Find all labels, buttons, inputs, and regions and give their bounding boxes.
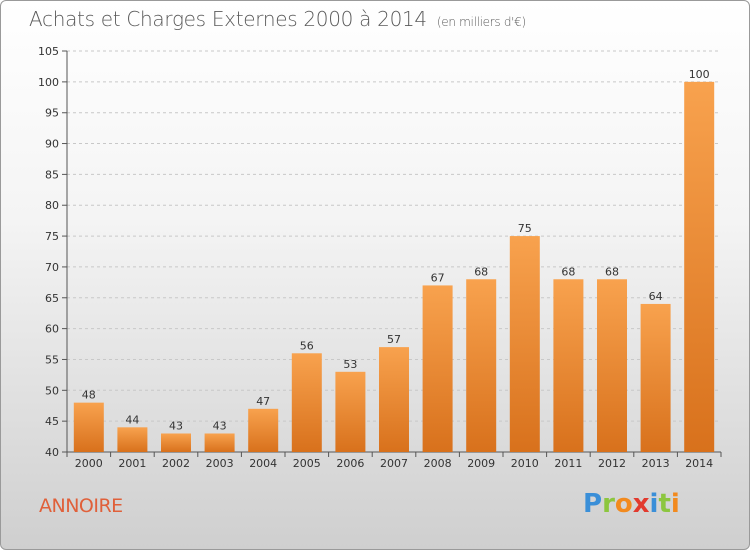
chart-subtitle: (en milliers d'€): [436, 15, 526, 29]
logo-letter: r: [602, 489, 615, 519]
y-tick-label: 85: [45, 168, 59, 181]
logo-letter: t: [658, 489, 671, 519]
data-label-2008: 67: [431, 271, 445, 284]
x-tick-label-2005: 2005: [293, 457, 321, 470]
data-label-2004: 47: [256, 395, 270, 408]
y-tick-label: 95: [45, 107, 59, 120]
data-label-2006: 53: [343, 358, 357, 371]
x-tick-label-2010: 2010: [511, 457, 539, 470]
data-label-2002: 43: [169, 419, 183, 432]
x-tick-label-2012: 2012: [598, 457, 626, 470]
y-tick-label: 75: [45, 230, 59, 243]
x-tick-label-2008: 2008: [424, 457, 452, 470]
data-label-2000: 48: [82, 389, 96, 402]
y-tick-label: 105: [38, 45, 59, 58]
x-tick-label-2009: 2009: [467, 457, 495, 470]
bar-2006: [335, 371, 366, 452]
data-label-2001: 44: [125, 413, 139, 426]
x-tick-label-2001: 2001: [118, 457, 146, 470]
commune-name: ANNOIRE: [39, 495, 123, 517]
y-tick-label: 45: [45, 415, 59, 428]
bar-2009: [466, 279, 497, 452]
y-tick-label: 50: [45, 384, 59, 397]
chart-title: Achats et Charges Externes 2000 à 2014: [29, 7, 427, 31]
y-tick-label: 60: [45, 323, 59, 336]
y-tick-label: 65: [45, 292, 59, 305]
logo-letter: o: [614, 489, 633, 519]
bar-2014: [684, 81, 715, 452]
data-label-2013: 64: [649, 290, 663, 303]
bar-2010: [509, 236, 540, 452]
bar-2008: [422, 285, 453, 452]
bar-2002: [161, 433, 191, 452]
bars: 48 44 43 43 47 56 53 57 67 68 75 68 68 64 100: [73, 68, 715, 452]
data-label-2010: 75: [518, 222, 532, 235]
logo-letter: P: [583, 489, 603, 519]
y-axis: 40 45 50 55 60 65 70 75 80 85 90 95 100 105: [38, 45, 721, 459]
bar-2003: [204, 433, 235, 452]
logo-letter: i: [649, 489, 659, 519]
y-tick-label: 90: [45, 138, 59, 151]
logo-letter: i: [670, 489, 680, 519]
y-tick-label: 40: [45, 446, 59, 459]
x-tick-label-2011: 2011: [554, 457, 582, 470]
data-label-2011: 68: [561, 265, 575, 278]
data-label-2009: 68: [474, 265, 488, 278]
x-tick-label-2014: 2014: [685, 457, 713, 470]
y-tick-label: 80: [45, 199, 59, 212]
data-label-2012: 68: [605, 265, 619, 278]
x-tick-label-2007: 2007: [380, 457, 408, 470]
bar-2001: [117, 427, 148, 452]
data-label-2014: 100: [689, 68, 710, 81]
x-axis: 2000 2001 2002 2003 2004 2005 2006 2007 2008 2009…: [66, 452, 722, 470]
bar-2011: [553, 279, 584, 452]
data-label-2007: 57: [387, 333, 401, 346]
data-label-2003: 43: [213, 419, 227, 432]
logo-letter: x: [632, 489, 650, 519]
proxiti-logo[interactable]: Proxiti: [583, 489, 680, 519]
x-tick-label-2002: 2002: [162, 457, 190, 470]
bar-2007: [379, 347, 409, 452]
x-tick-label-2013: 2013: [642, 457, 670, 470]
chart-title-block: Achats et Charges Externes 2000 à 2014 (e…: [29, 7, 526, 31]
x-tick-label-2004: 2004: [249, 457, 277, 470]
x-tick-label-2006: 2006: [336, 457, 364, 470]
bar-2000: [73, 402, 104, 452]
y-tick-label: 70: [45, 261, 59, 274]
bar-2012: [597, 279, 627, 452]
y-tick-label: 100: [38, 76, 59, 89]
bar-2004: [248, 408, 279, 452]
y-tick-label: 55: [45, 353, 59, 366]
x-tick-label-2003: 2003: [206, 457, 234, 470]
bar-2013: [640, 303, 671, 452]
x-tick-label-2000: 2000: [75, 457, 103, 470]
bar-2005: [291, 353, 322, 452]
data-label-2005: 56: [300, 339, 314, 352]
